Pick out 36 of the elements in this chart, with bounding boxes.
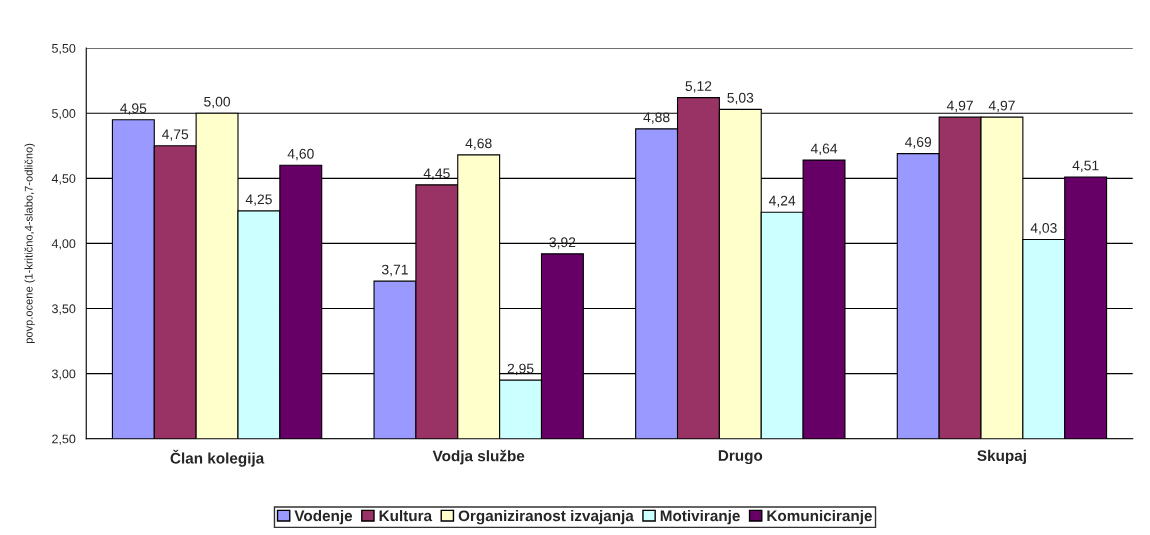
data-label: 4,68 xyxy=(465,138,492,150)
data-label: 3,71 xyxy=(381,264,408,277)
data-label: 4,95 xyxy=(120,103,147,115)
data-label: 5,12 xyxy=(685,81,712,93)
data-label: 4,60 xyxy=(287,148,314,161)
y-tick-label: 3,00 xyxy=(51,369,76,380)
data-label: 4,88 xyxy=(643,112,670,124)
data-label: 5,03 xyxy=(727,92,754,105)
x-tick-label: Drugo xyxy=(718,450,763,465)
x-tick-label: Skupaj xyxy=(977,449,1026,465)
legend-label: Vodenje xyxy=(294,510,353,525)
data-label: 5,00 xyxy=(204,96,231,109)
data-label: 4,64 xyxy=(810,143,838,156)
data-label: 4,24 xyxy=(768,195,796,208)
data-label: 4,25 xyxy=(245,194,272,206)
y-axis-title: povp.ocene (1-kritično,4-slabo,7-odlično) xyxy=(24,143,35,344)
y-tick-label: 5,00 xyxy=(52,109,76,120)
y-tick-label: 4,50 xyxy=(51,174,76,185)
x-tick-label: Član kolegija xyxy=(170,449,265,467)
data-label: 2,95 xyxy=(507,363,534,376)
y-tick-label: 4,00 xyxy=(51,239,76,250)
data-label: 4,45 xyxy=(423,168,450,180)
data-label: 4,51 xyxy=(1072,160,1099,173)
legend-label: Organiziranost izvajanja xyxy=(458,510,634,525)
data-label: 4,75 xyxy=(162,129,189,141)
legend-label: Kultura xyxy=(379,510,433,522)
y-tick-label: 5,50 xyxy=(52,43,76,55)
legend-label: Komuniciranje xyxy=(767,510,872,525)
data-label: 4,97 xyxy=(988,100,1015,113)
y-tick-label: 2,50 xyxy=(52,434,76,445)
data-label: 4,03 xyxy=(1030,223,1057,235)
legend-label: Motiviranje xyxy=(660,510,740,525)
data-label: 4,69 xyxy=(905,137,932,149)
x-tick-label: Vodja službe xyxy=(432,449,525,465)
y-tick-label: 3,50 xyxy=(51,304,76,315)
data-label: 4,97 xyxy=(946,100,973,113)
